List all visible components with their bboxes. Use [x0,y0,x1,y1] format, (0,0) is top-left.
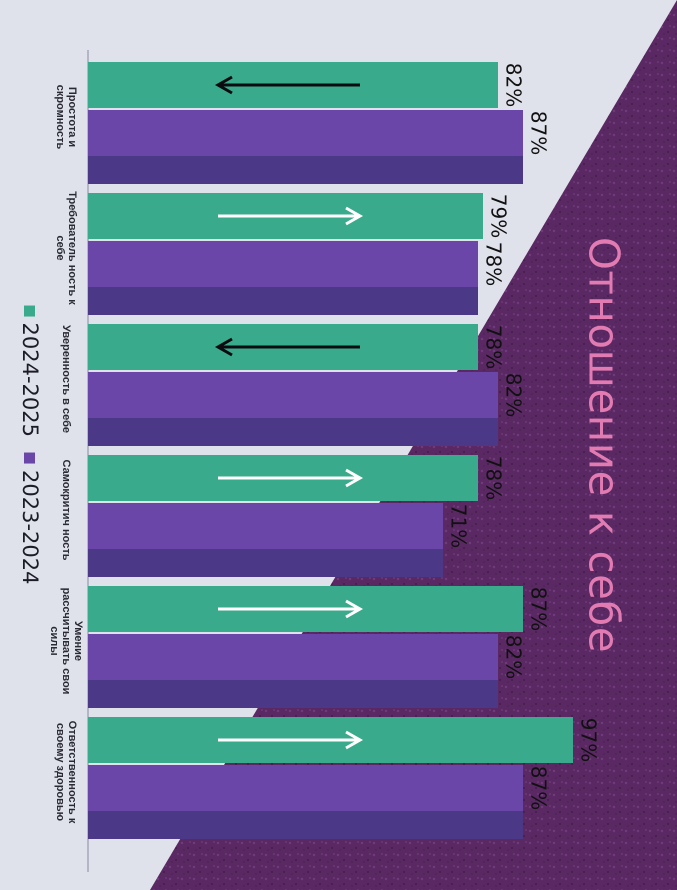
value-label-2024-2025: 82% [502,63,526,107]
bar-2023-2024-shade [88,418,498,446]
value-label-2024-2025: 78% [482,325,506,369]
trend-arrowhead-up [345,599,364,619]
value-label-2023-2024: 82% [502,373,526,417]
bar-2023-2024-shade [88,811,523,839]
bar-2023-2024-shade [88,156,523,184]
trend-arrowhead-up [345,730,364,750]
legend-swatch-2024 [24,305,36,317]
value-label-2023-2024: 87% [527,766,551,810]
bar-2023-2024-shade [88,549,443,577]
category-label: Самокритич ность [60,459,72,561]
value-label-2024-2025: 78% [482,456,506,500]
bar-2023-2024-shade [88,680,498,708]
bar-2023-2024-shade [88,287,478,315]
value-label-2024-2025: 97% [577,718,601,762]
legend-swatch-2023 [24,453,36,464]
trend-arrowhead-down [214,337,233,357]
value-label-2024-2025: 87% [527,587,551,631]
trend-arrowhead-down [214,75,233,95]
legend-label-2024: 2024-2025 [18,322,42,437]
legend-label-2023: 2023-2024 [18,470,42,585]
value-label-2023-2024: 87% [527,111,551,155]
legend-item-2023: 2023-2024 [18,453,42,584]
value-label-2023-2024: 78% [482,242,506,286]
category-label: Простота и скромность [54,84,78,150]
legend: 2024-2025 2023-2024 [18,305,42,584]
category-label: Требователь ность к себе [54,191,78,305]
trend-arrowhead-up [345,206,364,226]
value-label-2023-2024: 71% [447,504,471,548]
trend-arrowhead-up [345,468,364,488]
value-label-2023-2024: 82% [502,635,526,679]
category-label: Умение рассчитывать свои силы [48,587,84,695]
value-label-2024-2025: 79% [487,194,511,238]
category-label: Уверенность в себе [60,324,72,433]
legend-item-2024: 2024-2025 [18,305,42,437]
category-label: Ответственность к своему здоровью [54,720,78,824]
